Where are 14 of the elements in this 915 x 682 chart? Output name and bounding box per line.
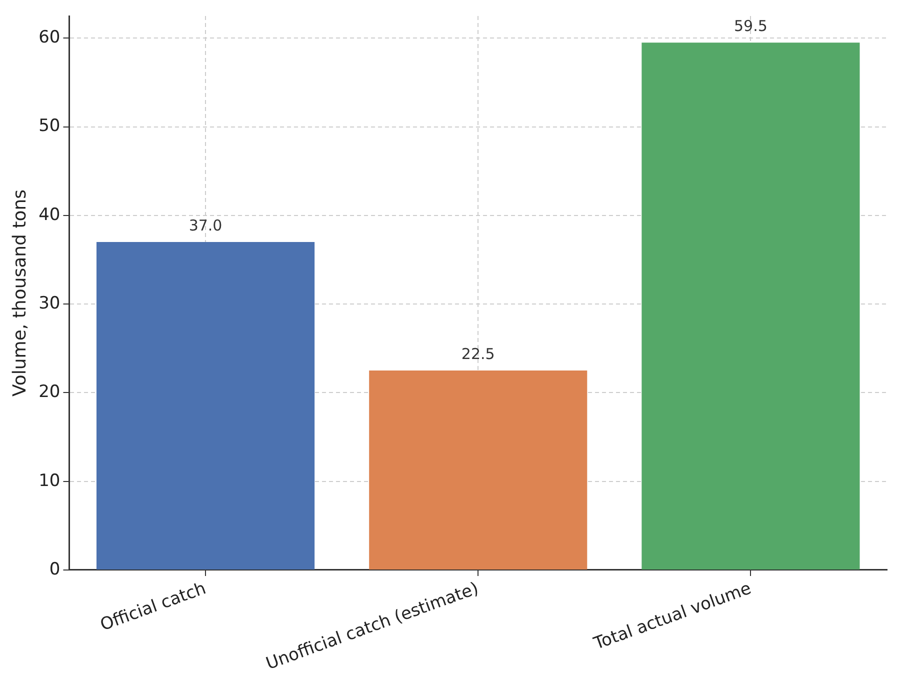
y-tick-label: 10 bbox=[38, 470, 60, 491]
y-tick-label: 60 bbox=[38, 28, 60, 48]
y-tick-label: 50 bbox=[38, 116, 60, 136]
data-label: 22.5 bbox=[461, 344, 495, 363]
y-axis-title: Volume, thousand tons bbox=[9, 189, 30, 397]
y-tick-label: 30 bbox=[38, 293, 60, 314]
data-label: 37.0 bbox=[188, 216, 222, 234]
bar bbox=[369, 370, 588, 570]
y-tick-label: 0 bbox=[49, 559, 60, 580]
y-tick-label: 40 bbox=[38, 204, 60, 225]
y-tick-label: 20 bbox=[38, 382, 60, 402]
bar bbox=[642, 42, 860, 570]
bar bbox=[96, 242, 315, 570]
data-label: 59.5 bbox=[734, 16, 768, 35]
